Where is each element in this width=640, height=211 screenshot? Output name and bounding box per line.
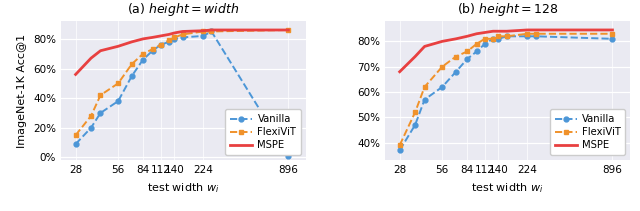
MSPE bbox=[438, 40, 446, 43]
MSPE bbox=[524, 29, 531, 31]
Vanilla bbox=[489, 38, 497, 40]
FlexiViT bbox=[97, 94, 104, 96]
FlexiViT bbox=[148, 48, 156, 50]
Line: MSPE: MSPE bbox=[76, 30, 289, 74]
MSPE bbox=[495, 30, 502, 32]
Vanilla bbox=[179, 36, 186, 39]
Vanilla bbox=[87, 127, 95, 129]
Vanilla bbox=[609, 38, 616, 40]
MSPE bbox=[165, 33, 173, 36]
Line: MSPE: MSPE bbox=[400, 30, 612, 72]
FlexiViT bbox=[452, 55, 460, 58]
MSPE bbox=[609, 29, 616, 31]
FlexiViT bbox=[495, 35, 502, 38]
Title: (a) $\mathit{height} = \mathit{width}$: (a) $\mathit{height} = \mathit{width}$ bbox=[127, 1, 239, 18]
MSPE bbox=[200, 30, 207, 32]
Line: FlexiViT: FlexiViT bbox=[397, 31, 615, 148]
MSPE bbox=[140, 38, 147, 40]
FlexiViT bbox=[157, 43, 164, 46]
Vanilla bbox=[165, 41, 173, 43]
MSPE bbox=[97, 49, 104, 52]
MSPE bbox=[420, 45, 428, 48]
Vanilla bbox=[481, 43, 488, 45]
Legend: Vanilla, FlexiViT, MSPE: Vanilla, FlexiViT, MSPE bbox=[225, 109, 301, 155]
Vanilla bbox=[396, 149, 404, 151]
FlexiViT bbox=[140, 52, 147, 55]
X-axis label: test width $w_i$: test width $w_i$ bbox=[472, 181, 544, 195]
FlexiViT bbox=[115, 82, 122, 85]
FlexiViT bbox=[179, 33, 186, 36]
MSPE bbox=[396, 70, 404, 73]
Vanilla bbox=[285, 155, 292, 157]
MSPE bbox=[207, 29, 215, 31]
Vanilla bbox=[171, 38, 179, 40]
Vanilla bbox=[97, 112, 104, 114]
Title: (b) $\mathit{height} = 128$: (b) $\mathit{height} = 128$ bbox=[457, 1, 559, 18]
Vanilla bbox=[495, 38, 502, 40]
FlexiViT bbox=[524, 32, 531, 35]
Vanilla bbox=[72, 143, 79, 145]
MSPE bbox=[87, 57, 95, 60]
MSPE bbox=[503, 30, 511, 32]
FlexiViT bbox=[438, 65, 446, 68]
MSPE bbox=[481, 31, 488, 34]
FlexiViT bbox=[165, 39, 173, 42]
Vanilla bbox=[438, 86, 446, 88]
Vanilla bbox=[420, 98, 428, 101]
Vanilla bbox=[473, 50, 481, 53]
Vanilla bbox=[148, 49, 156, 52]
Vanilla bbox=[115, 100, 122, 102]
Vanilla bbox=[532, 35, 540, 38]
X-axis label: test width $w_i$: test width $w_i$ bbox=[147, 181, 220, 195]
FlexiViT bbox=[420, 86, 428, 88]
Y-axis label: ImageNet-1K Acc@1: ImageNet-1K Acc@1 bbox=[17, 34, 28, 148]
FlexiViT bbox=[396, 144, 404, 146]
FlexiViT bbox=[481, 38, 488, 40]
Vanilla bbox=[157, 43, 164, 46]
FlexiViT bbox=[473, 43, 481, 45]
FlexiViT bbox=[412, 111, 419, 114]
MSPE bbox=[72, 73, 79, 76]
MSPE bbox=[128, 41, 136, 43]
Vanilla bbox=[200, 35, 207, 37]
FlexiViT bbox=[200, 30, 207, 33]
FlexiViT bbox=[87, 115, 95, 117]
FlexiViT bbox=[171, 36, 179, 39]
MSPE bbox=[412, 55, 419, 58]
Vanilla bbox=[524, 35, 531, 38]
MSPE bbox=[115, 45, 122, 47]
Line: Vanilla: Vanilla bbox=[397, 34, 615, 153]
FlexiViT bbox=[128, 63, 136, 65]
MSPE bbox=[473, 32, 481, 35]
Vanilla bbox=[128, 75, 136, 77]
MSPE bbox=[179, 30, 186, 33]
FlexiViT bbox=[489, 38, 497, 40]
Vanilla bbox=[207, 30, 215, 33]
FlexiViT bbox=[72, 134, 79, 137]
Vanilla bbox=[463, 58, 471, 60]
FlexiViT bbox=[285, 29, 292, 31]
Vanilla bbox=[412, 124, 419, 126]
MSPE bbox=[285, 29, 292, 31]
Legend: Vanilla, FlexiViT, MSPE: Vanilla, FlexiViT, MSPE bbox=[550, 109, 625, 155]
Line: Vanilla: Vanilla bbox=[73, 29, 291, 158]
MSPE bbox=[171, 32, 179, 34]
MSPE bbox=[452, 38, 460, 40]
MSPE bbox=[489, 30, 497, 32]
Vanilla bbox=[452, 70, 460, 73]
MSPE bbox=[532, 29, 540, 31]
FlexiViT bbox=[503, 35, 511, 38]
FlexiViT bbox=[463, 50, 471, 53]
FlexiViT bbox=[532, 32, 540, 35]
FlexiViT bbox=[207, 30, 215, 33]
FlexiViT bbox=[609, 32, 616, 35]
MSPE bbox=[157, 35, 164, 37]
Line: FlexiViT: FlexiViT bbox=[73, 28, 291, 138]
Vanilla bbox=[140, 58, 147, 61]
MSPE bbox=[463, 35, 471, 38]
MSPE bbox=[148, 36, 156, 39]
Vanilla bbox=[503, 35, 511, 38]
